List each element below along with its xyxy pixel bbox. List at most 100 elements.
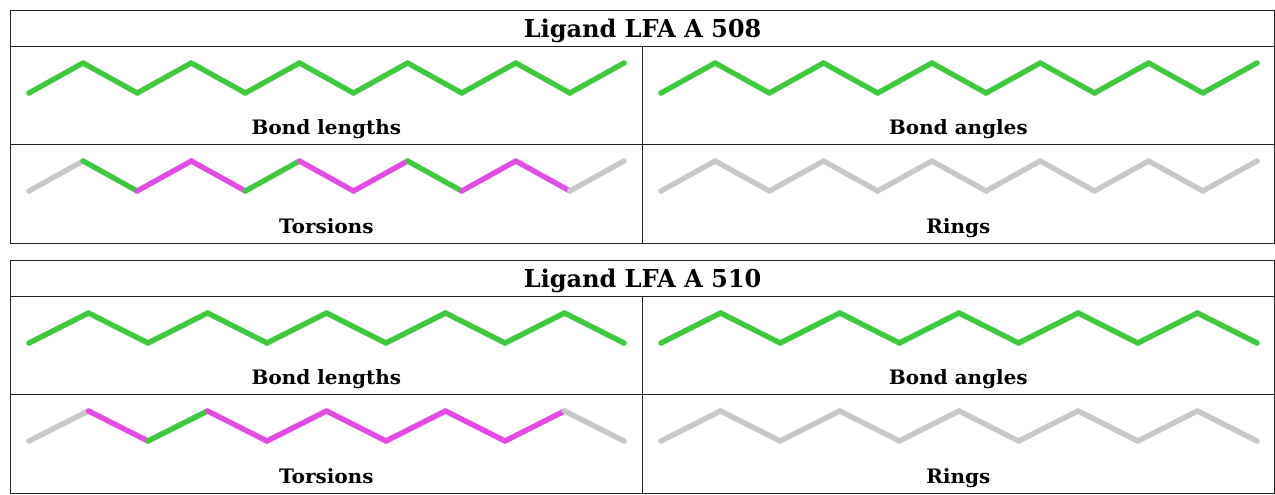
ligand-title: Ligand LFA A 508 — [11, 11, 1274, 47]
bond-green — [896, 310, 962, 346]
panel-label: Bond angles — [888, 115, 1028, 139]
bond-gray — [982, 158, 1043, 194]
panel-torsions: Torsions — [11, 395, 643, 493]
panel-label: Bond lengths — [251, 115, 402, 139]
bond-magenta — [513, 158, 573, 194]
bond-gray — [766, 158, 826, 194]
bond-green — [982, 60, 1043, 96]
bond-magenta — [323, 408, 389, 444]
chain-diagram — [26, 158, 627, 194]
panel-label: Torsions — [279, 464, 374, 488]
bond-gray — [836, 408, 902, 444]
chain-diagram — [657, 158, 1260, 194]
bond-gray — [1199, 158, 1260, 194]
bond-green — [955, 310, 1021, 346]
bond-green — [766, 60, 826, 96]
bond-gray — [561, 408, 627, 444]
bond-green — [458, 60, 519, 96]
bond-gray — [1091, 158, 1151, 194]
bond-green — [242, 60, 303, 96]
bond-gray — [955, 408, 1021, 444]
bond-gray — [567, 158, 627, 194]
bond-green — [80, 60, 140, 96]
bond-magenta — [134, 158, 195, 194]
bond-green — [1145, 60, 1206, 96]
bond-green — [1074, 310, 1141, 346]
panel-label: Bond angles — [888, 365, 1028, 389]
bond-gray — [657, 158, 718, 194]
panel-bond-lengths: Bond lengths — [11, 297, 643, 395]
bond-green — [80, 158, 140, 194]
bond-green — [776, 310, 843, 346]
bond-green — [145, 310, 211, 346]
bond-magenta — [458, 158, 519, 194]
bond-green — [264, 310, 330, 346]
chain — [26, 310, 627, 346]
panel-torsions: Torsions — [11, 145, 643, 243]
bond-gray — [26, 158, 86, 194]
ligand-block-510: Ligand LFA A 510 Bond lengths Bond angle… — [10, 260, 1275, 494]
bond-green — [1037, 60, 1097, 96]
bond-green — [874, 60, 935, 96]
bond-green — [561, 310, 627, 346]
bond-green — [836, 310, 902, 346]
bond-magenta — [264, 408, 330, 444]
bond-green — [26, 60, 86, 96]
bond-gray — [1134, 408, 1200, 444]
bond-gray — [928, 158, 989, 194]
panel-label: Rings — [926, 214, 991, 238]
bond-magenta — [383, 408, 449, 444]
bond-green — [134, 60, 195, 96]
bond-gray — [820, 158, 880, 194]
bond-green — [442, 310, 508, 346]
chain — [26, 60, 627, 96]
bond-gray — [657, 408, 723, 444]
bond-gray — [26, 408, 92, 444]
chain — [657, 158, 1260, 194]
chain — [657, 310, 1260, 346]
panel-label: Rings — [926, 464, 991, 488]
chain-diagram — [657, 408, 1260, 444]
ligand-block-508: Ligand LFA A 508 Bond lengths Bond angle… — [10, 10, 1275, 244]
bond-magenta — [442, 408, 508, 444]
bond-green — [145, 408, 211, 444]
bond-green — [1134, 310, 1200, 346]
bond-gray — [1074, 408, 1141, 444]
bond-magenta — [85, 408, 151, 444]
bond-green — [928, 60, 989, 96]
panel-rings: Rings — [643, 395, 1275, 493]
panel-label: Bond lengths — [251, 365, 402, 389]
bond-green — [350, 60, 411, 96]
bond-green — [1194, 310, 1260, 346]
bond-green — [820, 60, 880, 96]
panel-rings: Rings — [643, 145, 1275, 243]
chain-diagram — [26, 408, 627, 444]
chain — [657, 60, 1260, 96]
panel-bond-angles: Bond angles — [642, 47, 1274, 145]
chain-diagram — [26, 60, 627, 96]
chain-diagram — [26, 310, 627, 346]
bond-green — [711, 60, 772, 96]
bond-gray — [1037, 158, 1097, 194]
bond-green — [1015, 310, 1081, 346]
bond-gray — [1145, 158, 1206, 194]
bond-green — [242, 158, 303, 194]
bond-green — [296, 60, 357, 96]
bond-green — [1199, 60, 1260, 96]
bond-green — [717, 310, 783, 346]
bond-magenta — [188, 158, 249, 194]
bond-green — [657, 60, 718, 96]
bond-gray — [874, 158, 935, 194]
bond-gray — [1194, 408, 1260, 444]
ligand-title: Ligand LFA A 510 — [11, 261, 1274, 297]
chain-diagram — [657, 60, 1260, 96]
panel-bond-angles: Bond angles — [642, 297, 1274, 395]
bond-magenta — [204, 408, 270, 444]
bond-green — [657, 310, 723, 346]
bond-gray — [711, 158, 772, 194]
panel-label: Torsions — [279, 214, 374, 238]
chain — [657, 408, 1260, 444]
bond-green — [404, 158, 465, 194]
bond-magenta — [350, 158, 411, 194]
bond-gray — [717, 408, 783, 444]
